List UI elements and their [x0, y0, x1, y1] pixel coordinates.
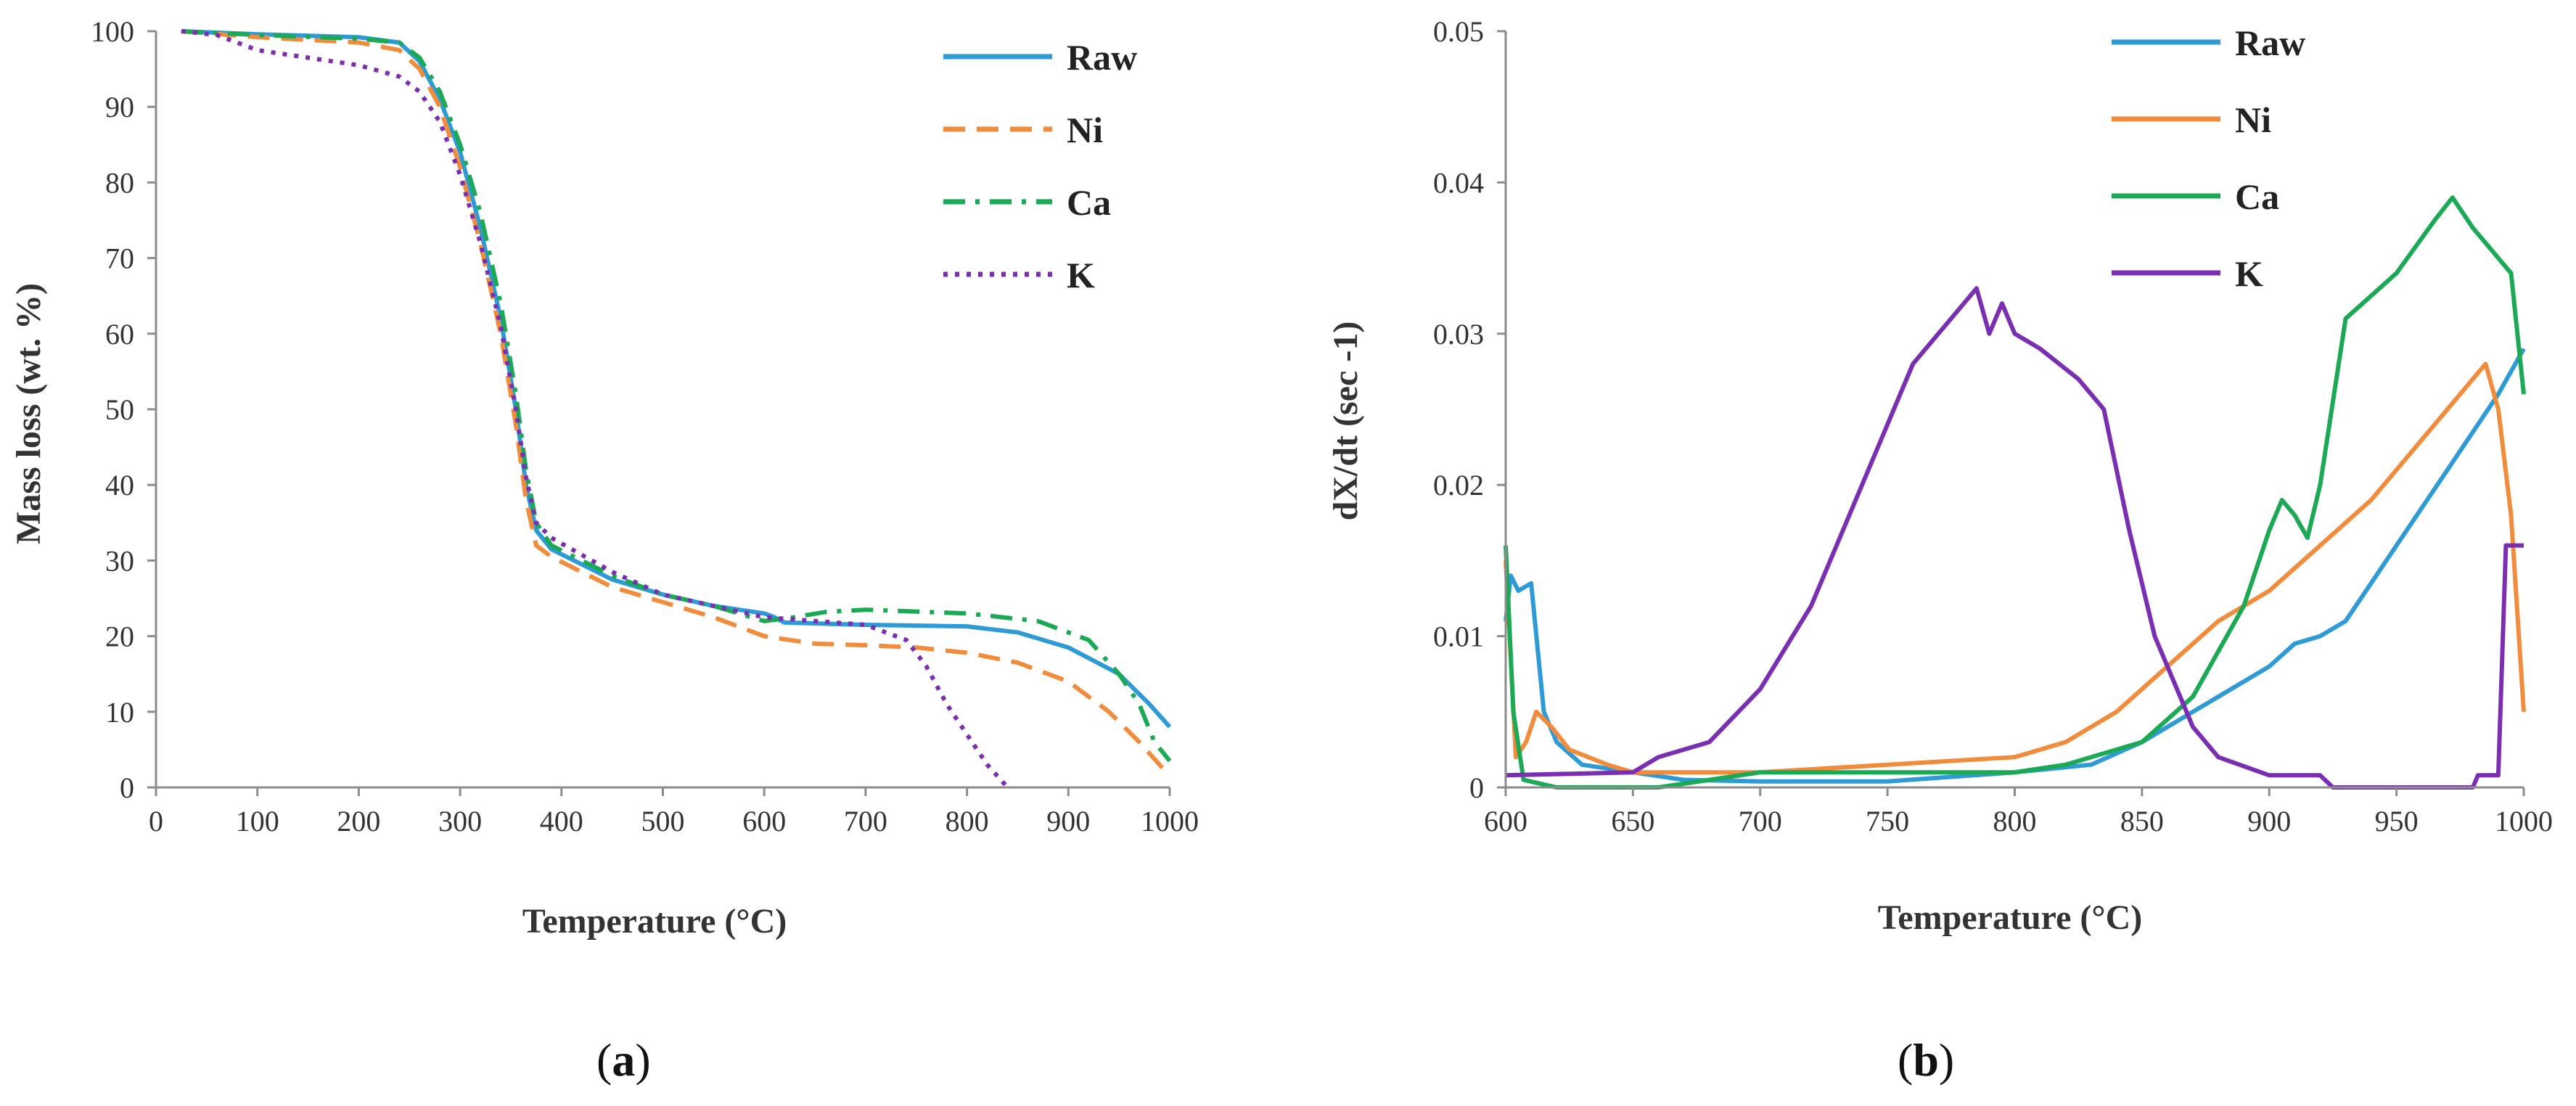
b-y-tick-label: 0.01	[1433, 620, 1484, 653]
a-legend-label-k: K	[1067, 255, 1095, 295]
b-panel-letter: b	[1913, 1034, 1939, 1086]
a-x-tick-label: 800	[946, 805, 989, 837]
b-x-tick-label: 650	[1611, 805, 1654, 837]
a-y-tick-label: 0	[120, 771, 134, 804]
b-series-lines	[1504, 195, 2526, 790]
a-x-tick-label: 400	[540, 805, 583, 837]
b-x-tick-label: 1000	[2495, 805, 2553, 837]
b-x-tick-label: 900	[2247, 805, 2291, 837]
b-x-tick-label: 850	[2120, 805, 2164, 837]
b-series-k-line	[1505, 286, 2524, 790]
a-x-tick-label: 900	[1046, 805, 1090, 837]
chart-b: 600 650 700 750 800 850 900 950 1000 0 0.01 0.02 0.0…	[1326, 15, 2553, 1086]
b-legend-label-ca: Ca	[2235, 176, 2279, 217]
b-x-tick-label: 950	[2375, 805, 2419, 837]
a-x-axis-label: Temperature (°C)	[522, 902, 787, 941]
a-legend-label-raw: Raw	[1067, 37, 1137, 78]
a-series-ca-line	[181, 29, 1172, 763]
a-y-tick-label: 40	[105, 469, 134, 501]
a-panel-letter: a	[612, 1034, 635, 1086]
a-series-ni-line	[181, 29, 1172, 778]
a-axes	[147, 30, 1171, 796]
a-y-tick-label: 90	[105, 91, 134, 123]
b-legend: Raw Ni Ca K	[2112, 22, 2305, 294]
b-x-axis-label: Temperature (°C)	[1878, 898, 2142, 937]
a-y-tick-label: 80	[105, 166, 134, 199]
b-y-tick-label: 0.02	[1433, 469, 1484, 501]
b-x-tick-label: 750	[1866, 805, 1909, 837]
chart-a: 0 100 200 300 400 500 600 700 800 900 1000 0 10 20 30 4…	[9, 15, 1199, 1086]
a-x-tick-label: 500	[641, 805, 685, 837]
a-legend: Raw Ni Ca K	[943, 37, 1137, 295]
b-series-ni-line	[1504, 361, 2526, 775]
a-y-tick-label: 100	[91, 15, 134, 48]
a-y-axis-label: Mass loss (wt. %)	[9, 283, 48, 544]
b-y-tick-label: 0	[1469, 771, 1484, 804]
b-axes	[1497, 30, 2525, 796]
b-legend-label-ni: Ni	[2235, 99, 2271, 140]
a-x-tick-label: 300	[438, 805, 482, 837]
a-x-tick-label: 100	[236, 805, 279, 837]
a-series-k-line	[181, 29, 1009, 790]
a-y-tick-label: 60	[105, 318, 134, 351]
a-y-tick-label: 30	[105, 544, 134, 577]
a-y-tick-label: 20	[105, 620, 134, 653]
a-x-tick-label: 1000	[1141, 805, 1199, 837]
b-series-ca-line	[1504, 195, 2526, 790]
b-y-axis-label: dX/dt (sec -1)	[1326, 321, 1365, 521]
b-x-tick-label: 800	[1993, 805, 2037, 837]
a-x-tick-label: 200	[337, 805, 380, 837]
b-y-tick-label: 0.05	[1433, 15, 1484, 48]
b-legend-label-raw: Raw	[2235, 22, 2305, 63]
a-y-tick-label: 70	[105, 242, 134, 275]
a-x-tick-label: 0	[149, 805, 163, 837]
a-x-tick-label: 600	[742, 805, 786, 837]
a-series-lines	[181, 29, 1172, 790]
b-tick-labels: 600 650 700 750 800 850 900 950 1000 0 0.01 0.02 0.0…	[1433, 15, 2553, 837]
b-x-tick-label: 700	[1739, 805, 1782, 837]
a-panel-label: (a)	[596, 1034, 651, 1086]
b-x-tick-label: 600	[1484, 805, 1527, 837]
b-panel-label: (b)	[1898, 1034, 1954, 1086]
b-y-tick-label: 0.04	[1433, 166, 1484, 199]
a-legend-label-ca: Ca	[1067, 182, 1111, 223]
a-series-raw-line	[181, 29, 1172, 729]
a-legend-label-ni: Ni	[1067, 110, 1103, 150]
b-y-tick-label: 0.03	[1433, 318, 1484, 351]
b-legend-label-k: K	[2235, 253, 2263, 294]
a-x-tick-label: 700	[844, 805, 887, 837]
a-y-tick-label: 50	[105, 393, 134, 426]
b-series-raw-line	[1504, 348, 2526, 784]
a-tick-labels: 0 100 200 300 400 500 600 700 800 900 1000 0 10 20 30 4…	[91, 15, 1199, 837]
a-y-tick-label: 10	[105, 696, 134, 729]
